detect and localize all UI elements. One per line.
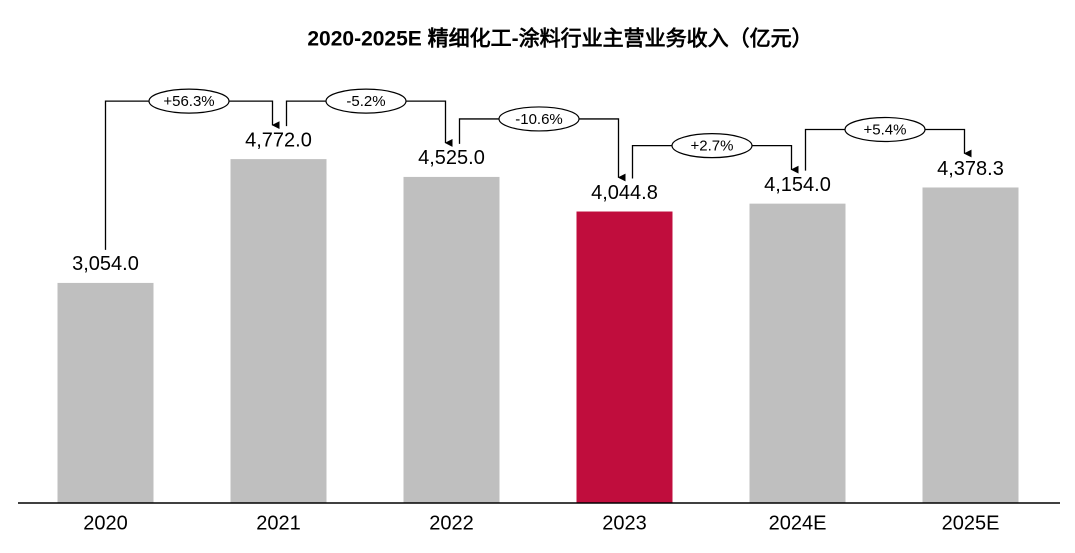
growth-label: -10.6% <box>515 111 563 128</box>
value-label: 4,044.8 <box>591 182 658 204</box>
bar <box>403 176 500 504</box>
growth-label: +56.3% <box>163 93 214 110</box>
growth-label: +5.4% <box>864 121 907 138</box>
x-tick-label: 2021 <box>256 512 301 534</box>
growth-label: +2.7% <box>691 138 734 155</box>
growth-badge <box>148 88 230 114</box>
bar <box>749 203 846 503</box>
bar <box>230 159 327 504</box>
growth-badge <box>671 133 753 159</box>
growth-badge <box>498 106 580 132</box>
bar <box>576 211 673 504</box>
x-tick-label: 2024E <box>769 512 827 534</box>
bar <box>922 187 1019 504</box>
value-label: 3,054.0 <box>72 253 139 275</box>
value-label: 4,772.0 <box>245 129 312 151</box>
bar <box>57 282 154 503</box>
chart-title: 2020-2025E 精细化工-涂料行业主营业务收入（亿元） <box>307 27 812 51</box>
x-tick-label: 2020 <box>83 512 128 534</box>
x-tick-label: 2023 <box>602 512 647 534</box>
growth-badge <box>844 116 926 143</box>
value-label: 4,154.0 <box>764 174 831 196</box>
value-label: 4,525.0 <box>418 147 485 169</box>
x-tick-label: 2022 <box>429 512 474 534</box>
value-label: 4,378.3 <box>937 158 1004 180</box>
growth-label: -5.2% <box>346 93 385 110</box>
x-tick-label: 2025E <box>942 512 1000 534</box>
growth-badge <box>325 88 407 114</box>
